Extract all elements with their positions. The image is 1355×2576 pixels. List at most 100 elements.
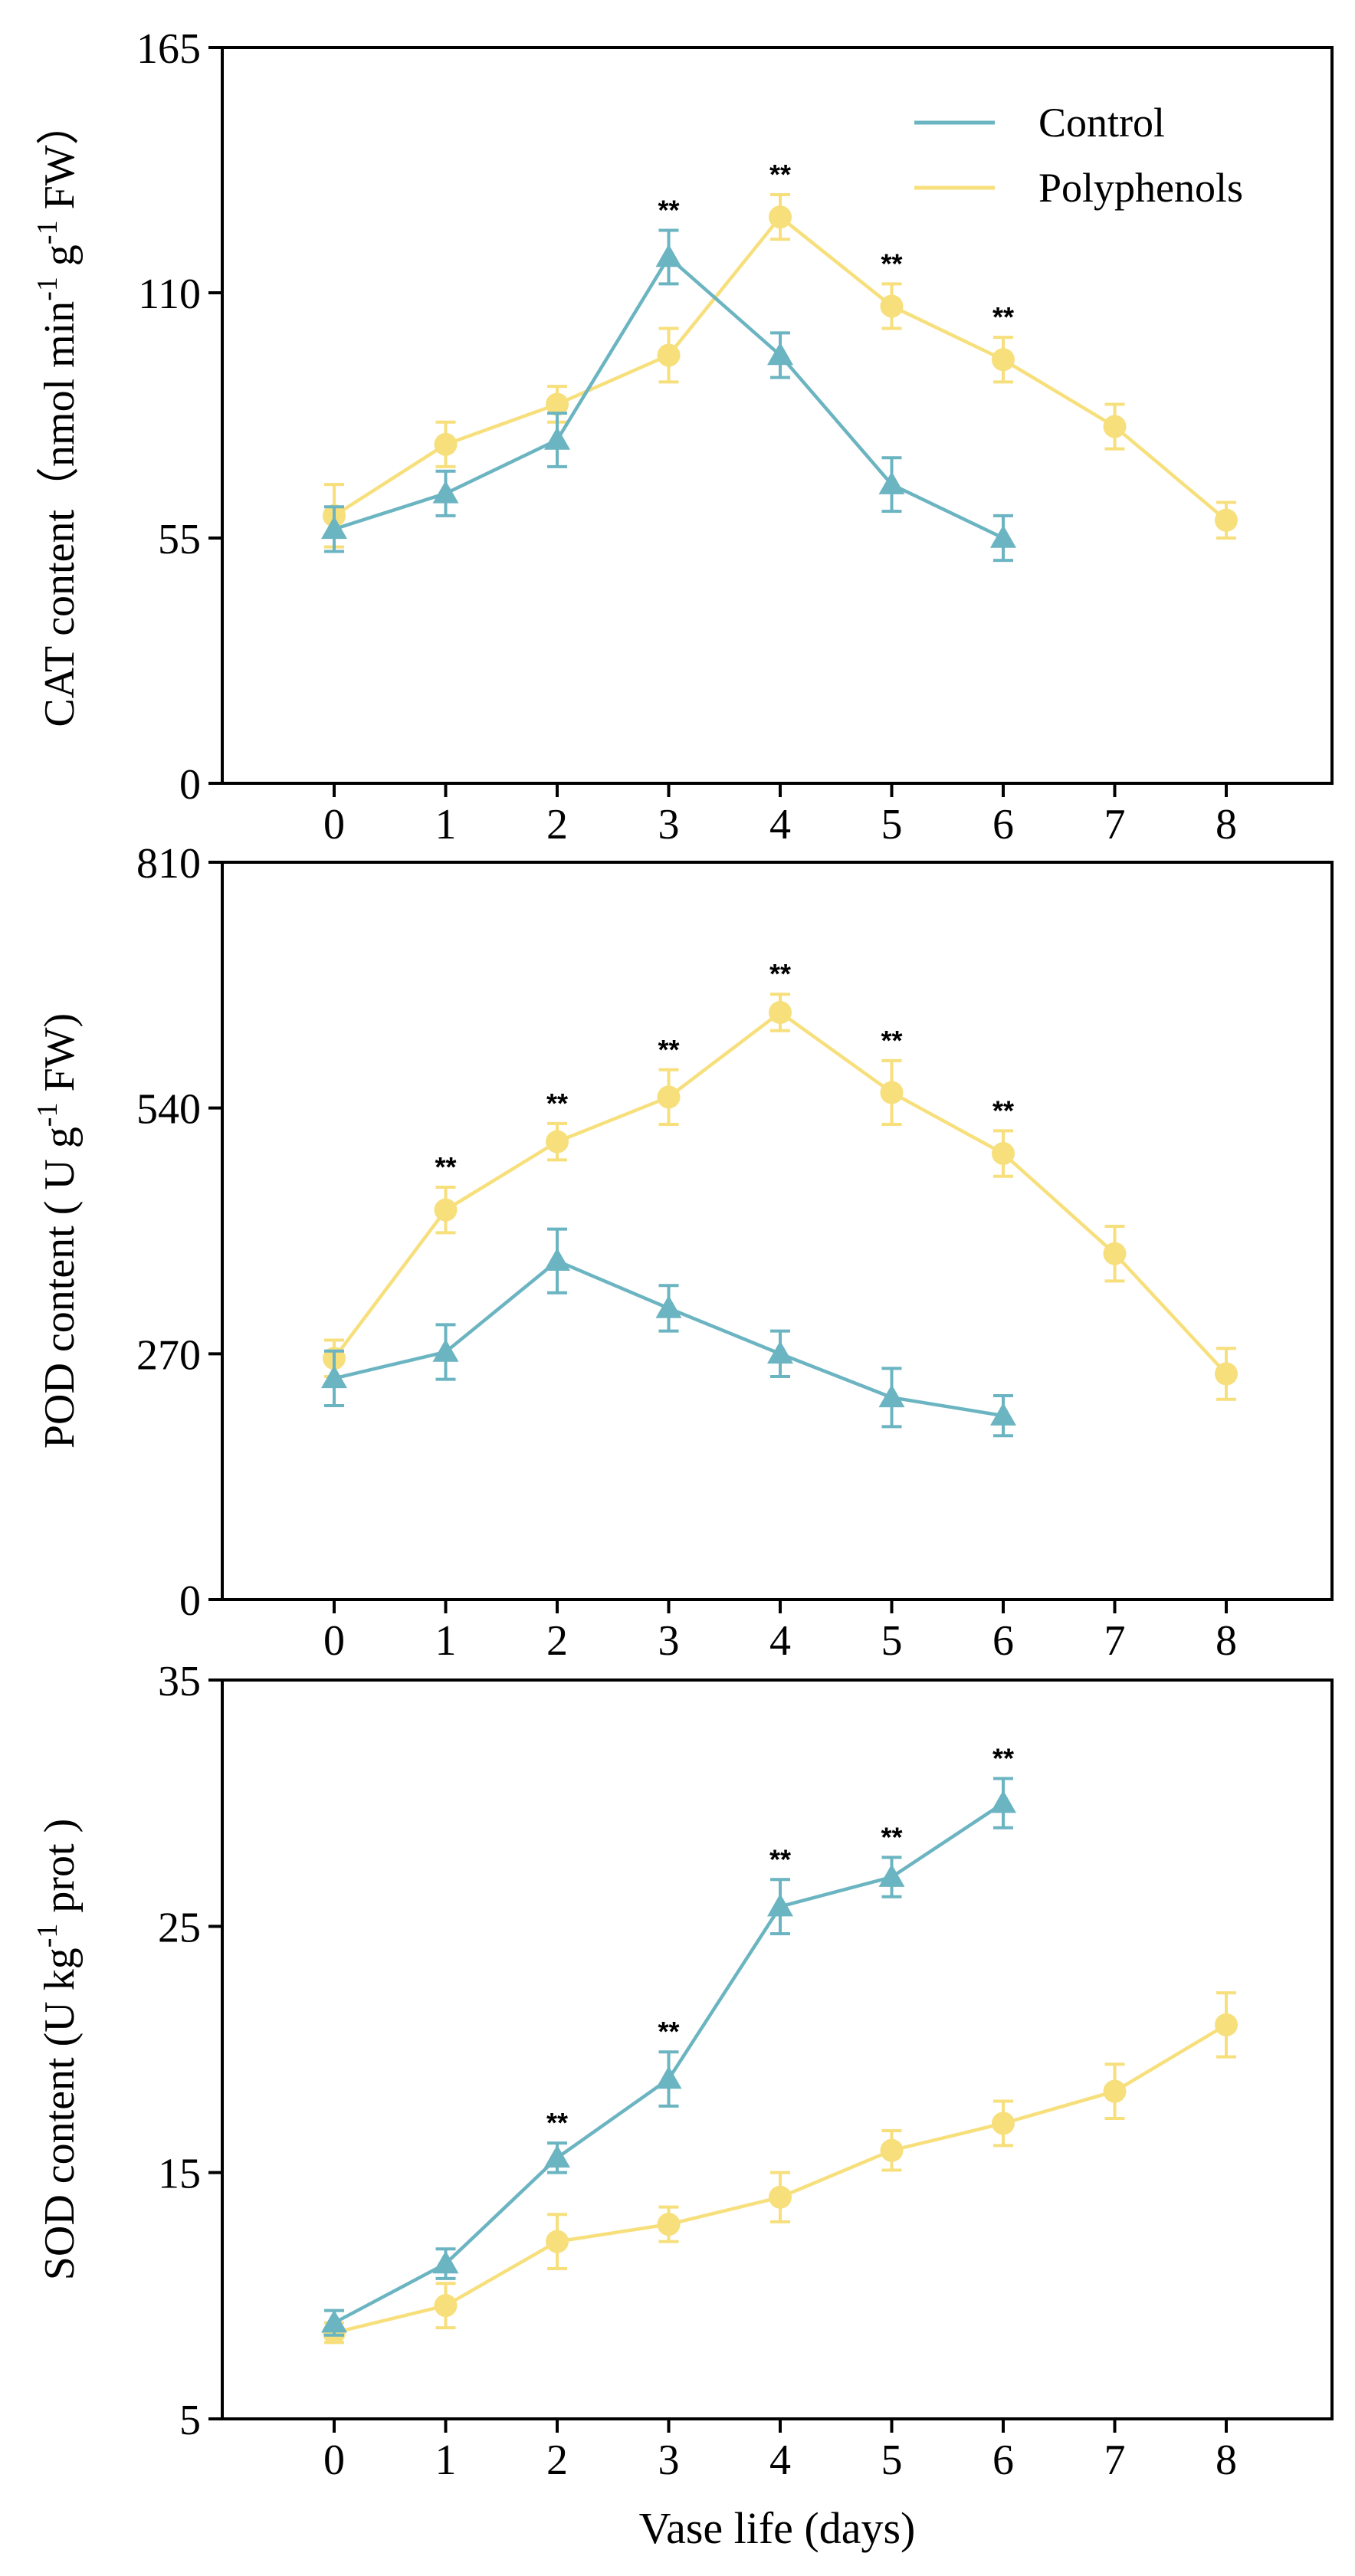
cat-chart-panel: ** ** ** ** 0 55 110 165 0 1 2 3 4 5 6 7 8 CAT content… bbox=[31, 25, 1334, 848]
sod-x-ticks: 0 1 2 3 4 5 6 7 8 bbox=[323, 2419, 1237, 2484]
cat-y-tick-label: 110 bbox=[138, 271, 201, 318]
sod-x-tick-label: 2 bbox=[546, 2437, 568, 2484]
sod-x-tick-label: 8 bbox=[1216, 2437, 1237, 2484]
cat-significance-label: ** bbox=[769, 159, 791, 190]
sod-plot-frame bbox=[221, 1679, 1334, 2420]
sod-y-tick-label: 25 bbox=[158, 1904, 201, 1951]
pod-y-tick-label: 270 bbox=[136, 1331, 201, 1379]
pod-x-tick-label: 1 bbox=[435, 1617, 457, 1665]
cat-control-point bbox=[432, 480, 459, 504]
pod-x-tick-label: 7 bbox=[1104, 1617, 1126, 1665]
cat-x-tick-label: 8 bbox=[1216, 801, 1237, 848]
pod-marks: ** ** ** ** ** ** bbox=[321, 958, 1238, 1438]
cat-polyphenols-point bbox=[434, 432, 458, 456]
pod-control-point bbox=[878, 1384, 905, 1408]
cat-significance-label: ** bbox=[881, 248, 902, 279]
cat-significance-label: ** bbox=[992, 301, 1014, 333]
pod-polyphenols-point bbox=[769, 1000, 792, 1024]
sod-polyphenols-point bbox=[880, 2138, 904, 2162]
pod-control-point bbox=[990, 1403, 1016, 1426]
pod-x-tick-label: 6 bbox=[992, 1617, 1014, 1665]
sod-significance-label: ** bbox=[546, 2107, 568, 2138]
pod-control-point bbox=[655, 1295, 682, 1318]
sod-polyphenols-point bbox=[657, 2213, 681, 2236]
pod-polyphenols-point bbox=[434, 1198, 458, 1222]
cat-polyphenols-point bbox=[769, 205, 792, 229]
sod-y-tick-label: 35 bbox=[158, 1658, 201, 1705]
cat-marks: ** ** ** ** bbox=[321, 159, 1238, 563]
sod-significance-label: ** bbox=[881, 1821, 902, 1852]
pod-significance-label: ** bbox=[881, 1025, 902, 1056]
cat-x-tick-label: 5 bbox=[881, 801, 903, 848]
cat-polyphenols-point bbox=[1103, 415, 1127, 438]
pod-x-tick-label: 4 bbox=[769, 1617, 791, 1665]
cat-x-tick-label: 0 bbox=[323, 801, 345, 848]
cat-significance-label: ** bbox=[658, 195, 679, 226]
sod-control-point bbox=[767, 1893, 793, 1917]
sod-x-tick-label: 6 bbox=[992, 2437, 1014, 2484]
sod-polyphenols-point bbox=[992, 2112, 1015, 2135]
sod-polyphenols-point bbox=[1103, 2079, 1127, 2103]
pod-y-ticks: 0 270 540 810 bbox=[136, 840, 222, 1625]
pod-control-point bbox=[767, 1341, 793, 1364]
pod-y-tick-label: 0 bbox=[179, 1577, 201, 1625]
pod-x-tick-label: 2 bbox=[546, 1617, 568, 1665]
sod-x-tick-label: 0 bbox=[323, 2437, 345, 2484]
pod-polyphenols-point bbox=[992, 1142, 1015, 1166]
pod-significance-label: ** bbox=[435, 1151, 456, 1183]
sod-x-tick-label: 1 bbox=[435, 2437, 457, 2484]
cat-y-axis-label: CAT content（nmol min-1 g-1 FW） bbox=[31, 102, 84, 727]
pod-x-tick-label: 3 bbox=[658, 1617, 680, 1665]
pod-polyphenols-point bbox=[880, 1081, 904, 1104]
pod-significance-label: ** bbox=[658, 1034, 679, 1065]
cat-control-point bbox=[321, 516, 347, 540]
cat-x-tick-label: 4 bbox=[769, 801, 791, 848]
sod-y-tick-label: 15 bbox=[158, 2151, 201, 2198]
x-axis-label: Vase life (days) bbox=[639, 2503, 916, 2553]
sod-control-point bbox=[432, 2250, 459, 2274]
sod-x-tick-label: 4 bbox=[769, 2437, 791, 2484]
pod-x-tick-label: 0 bbox=[323, 1617, 345, 1665]
cat-polyphenols-point bbox=[992, 348, 1015, 372]
pod-chart-panel: ** ** ** ** ** ** 0 270 540 810 0 1 2 3 4 5 6 7 8 POD co… bbox=[31, 840, 1334, 1665]
pod-polyphenols-point bbox=[657, 1085, 681, 1109]
cat-polyphenols-point bbox=[880, 294, 904, 318]
cat-x-tick-label: 2 bbox=[546, 801, 568, 848]
cat-x-tick-label: 7 bbox=[1104, 801, 1126, 848]
pod-control-point bbox=[321, 1365, 347, 1389]
legend-polyphenols-label: Polyphenols bbox=[1038, 165, 1243, 211]
sod-polyphenols-point bbox=[434, 2294, 458, 2318]
cat-control-point bbox=[544, 427, 570, 450]
sod-significance-label: ** bbox=[769, 1843, 791, 1875]
cat-control-point bbox=[767, 342, 793, 366]
cat-polyphenols-point bbox=[546, 392, 569, 416]
cat-control-point bbox=[878, 471, 905, 494]
pod-significance-label: ** bbox=[546, 1088, 568, 1119]
pod-control-point bbox=[432, 1338, 459, 1362]
legend: Control Polyphenols bbox=[914, 100, 1243, 211]
cat-y-ticks: 0 55 110 165 bbox=[136, 25, 222, 809]
pod-significance-label: ** bbox=[992, 1094, 1014, 1126]
pod-polyphenols-point bbox=[1103, 1242, 1127, 1265]
pod-significance-label: ** bbox=[769, 958, 791, 989]
sod-significance-label: ** bbox=[658, 2016, 679, 2047]
legend-control-label: Control bbox=[1038, 100, 1165, 146]
cat-control-point bbox=[655, 244, 682, 267]
sod-control-point bbox=[321, 2309, 347, 2333]
pod-y-tick-label: 540 bbox=[136, 1086, 201, 1134]
sod-x-tick-label: 3 bbox=[658, 2437, 680, 2484]
sod-chart-panel: ** ** ** ** ** 5 15 25 35 0 1 2 3 4 5 6 7 8 SOD content… bbox=[31, 1658, 1334, 2553]
pod-x-tick-label: 8 bbox=[1216, 1617, 1237, 1665]
sod-control-point bbox=[990, 1790, 1016, 1813]
cat-x-ticks: 0 1 2 3 4 5 6 7 8 bbox=[323, 783, 1237, 848]
sod-control-point bbox=[655, 2066, 682, 2089]
pod-polyphenols-point bbox=[546, 1130, 569, 1153]
cat-x-tick-label: 6 bbox=[992, 801, 1014, 848]
pod-x-ticks: 0 1 2 3 4 5 6 7 8 bbox=[323, 1600, 1237, 1665]
sod-polyphenols-point bbox=[1215, 2013, 1238, 2036]
cat-y-tick-label: 55 bbox=[158, 516, 201, 563]
sod-y-axis-label: SOD content (U kg-1 prot ) bbox=[31, 1819, 84, 2280]
cat-control-point bbox=[990, 525, 1016, 548]
cat-plot-frame bbox=[221, 46, 1334, 785]
